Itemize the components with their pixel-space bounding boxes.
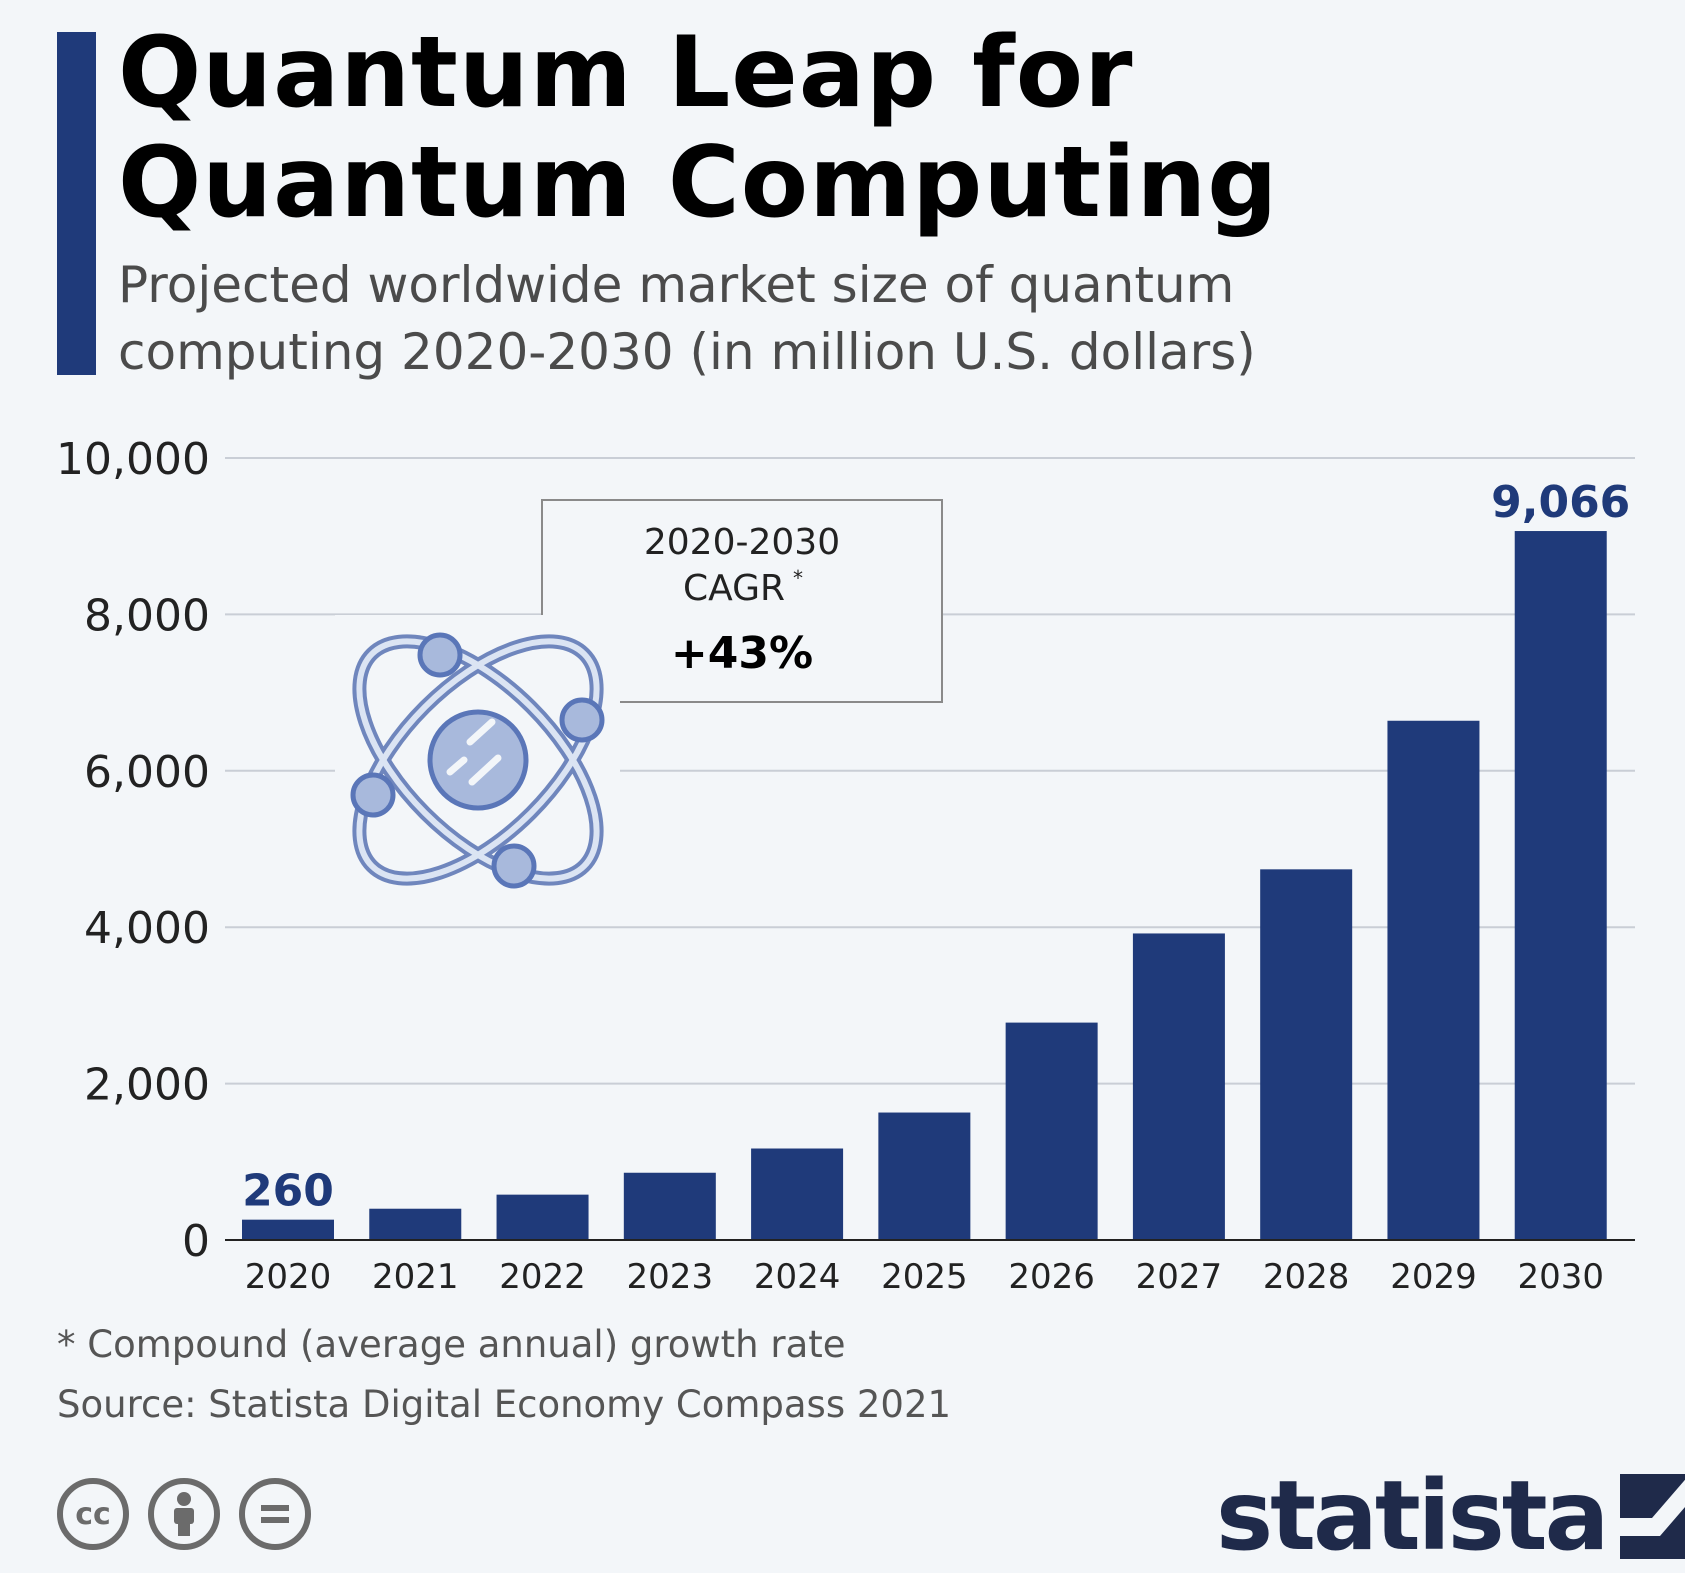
x-tick-label: 2023 bbox=[627, 1257, 714, 1297]
y-tick-label: 10,000 bbox=[56, 434, 210, 485]
title-line-1: Quantum Leap for bbox=[118, 16, 1134, 130]
bar-2020 bbox=[242, 1219, 334, 1240]
bar-2030 bbox=[1514, 531, 1607, 1240]
y-tick-label: 0 bbox=[182, 1216, 210, 1267]
electron-4 bbox=[491, 843, 537, 889]
x-tick-label: 2027 bbox=[1136, 1257, 1223, 1297]
bars: 260 9,066 bbox=[242, 477, 1630, 1240]
atom-icon bbox=[335, 615, 620, 905]
cagr-callout: 2020-2030 CAGR * +43% bbox=[541, 499, 943, 703]
x-tick-label: 2024 bbox=[754, 1257, 841, 1297]
source: Source: Statista Digital Economy Compass… bbox=[57, 1383, 952, 1426]
bar-2023 bbox=[623, 1172, 716, 1240]
page-title: Quantum Leap for Quantum Computing bbox=[118, 18, 1568, 238]
data-label: 260 bbox=[242, 1166, 334, 1217]
y-tick-label: 4,000 bbox=[84, 903, 210, 954]
subtitle-line-1: Projected worldwide market size of quant… bbox=[118, 256, 1235, 314]
electron-1 bbox=[417, 632, 463, 678]
nucleus bbox=[427, 709, 529, 811]
x-tick-label: 2025 bbox=[881, 1257, 968, 1297]
callout-line-2: CAGR bbox=[683, 568, 785, 609]
nucleus-highlight bbox=[446, 718, 502, 786]
footer-notes: * Compound (average annual) growth rate … bbox=[57, 1315, 951, 1435]
accent-bar bbox=[57, 32, 96, 375]
data-label: 9,066 bbox=[1491, 477, 1630, 528]
x-tick-label: 2022 bbox=[499, 1257, 586, 1297]
x-tick-label: 2028 bbox=[1263, 1257, 1350, 1297]
axes: 0 2,000 4,000 6,000 8,000 10,000 2020 2021 2022 2… bbox=[56, 434, 1635, 1297]
logo-mark-icon bbox=[1620, 1473, 1685, 1559]
callout-line-1: 2020-2030 bbox=[644, 522, 840, 563]
title-line-2: Quantum Computing bbox=[118, 126, 1279, 240]
no-derivatives-icon[interactable] bbox=[239, 1478, 311, 1550]
electron-3 bbox=[350, 772, 396, 818]
subtitle: Projected worldwide market size of quant… bbox=[118, 252, 1568, 386]
cc-icon[interactable]: cc bbox=[57, 1478, 129, 1550]
y-tick-label: 2,000 bbox=[84, 1060, 210, 1111]
orbit-2 bbox=[356, 638, 600, 882]
bar-2027 bbox=[1132, 933, 1225, 1240]
bar-2025 bbox=[878, 1112, 971, 1240]
bar-2024 bbox=[751, 1148, 844, 1240]
x-tick-label: 2021 bbox=[372, 1257, 459, 1297]
x-tick-label: 2030 bbox=[1517, 1257, 1604, 1297]
y-tick-label: 6,000 bbox=[84, 747, 210, 798]
x-tick-label: 2026 bbox=[1008, 1257, 1095, 1297]
equals-icon bbox=[261, 1505, 289, 1523]
x-tick-label: 2029 bbox=[1390, 1257, 1477, 1297]
bar-2029 bbox=[1387, 720, 1480, 1240]
bar-2022 bbox=[496, 1194, 589, 1240]
x-tick-label: 2020 bbox=[245, 1257, 332, 1297]
logo-text: statista bbox=[1216, 1460, 1609, 1572]
attribution-icon[interactable] bbox=[148, 1478, 220, 1550]
license-icons: cc bbox=[57, 1478, 311, 1550]
bar-2026 bbox=[1005, 1022, 1098, 1240]
person-icon bbox=[174, 1492, 194, 1536]
callout-value: +43% bbox=[671, 628, 813, 679]
bar-2021 bbox=[369, 1208, 462, 1240]
orbit-1 bbox=[356, 638, 600, 882]
subtitle-line-2: computing 2020-2030 (in million U.S. dol… bbox=[118, 323, 1256, 381]
bar-2028 bbox=[1260, 869, 1353, 1240]
callout-sup: * bbox=[793, 566, 803, 590]
statista-logo[interactable]: statista bbox=[1216, 1468, 1685, 1564]
electron-2 bbox=[559, 697, 605, 743]
y-tick-label: 8,000 bbox=[84, 590, 210, 641]
footnote: * Compound (average annual) growth rate bbox=[57, 1323, 846, 1366]
